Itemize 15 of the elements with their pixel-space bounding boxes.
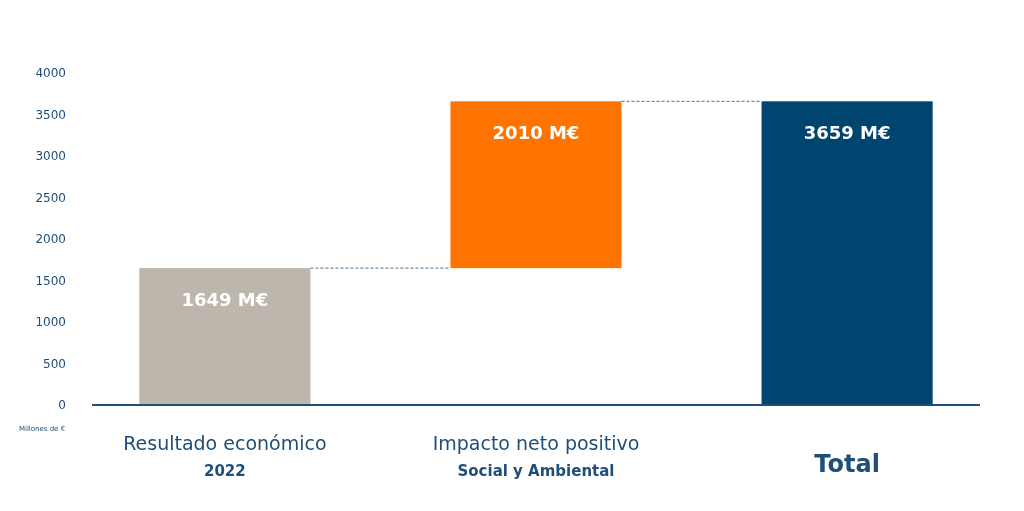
y-tick-label: 3000	[35, 149, 66, 163]
x-tick-label: Total	[814, 450, 880, 478]
y-tick-label: 500	[43, 356, 66, 371]
x-tick-label: Impacto neto positivo Social y Ambiental	[432, 432, 640, 480]
y-tick-label: 1500	[35, 273, 66, 288]
y-tick-label: 2000	[35, 232, 66, 246]
y-tick-label: 0	[58, 398, 66, 412]
y-tick-label: 1000	[35, 315, 66, 329]
data-label: 2010 M€	[492, 122, 580, 144]
data-label: 1649 M€	[181, 289, 269, 311]
y-tick-label: 3500	[35, 107, 66, 122]
y-tick-label: 2500	[35, 190, 66, 205]
x-tick-label: Resultado económico 2022	[123, 432, 327, 480]
data-label: 3659 M€	[803, 122, 891, 144]
y-tick-label: 4000	[35, 66, 66, 80]
